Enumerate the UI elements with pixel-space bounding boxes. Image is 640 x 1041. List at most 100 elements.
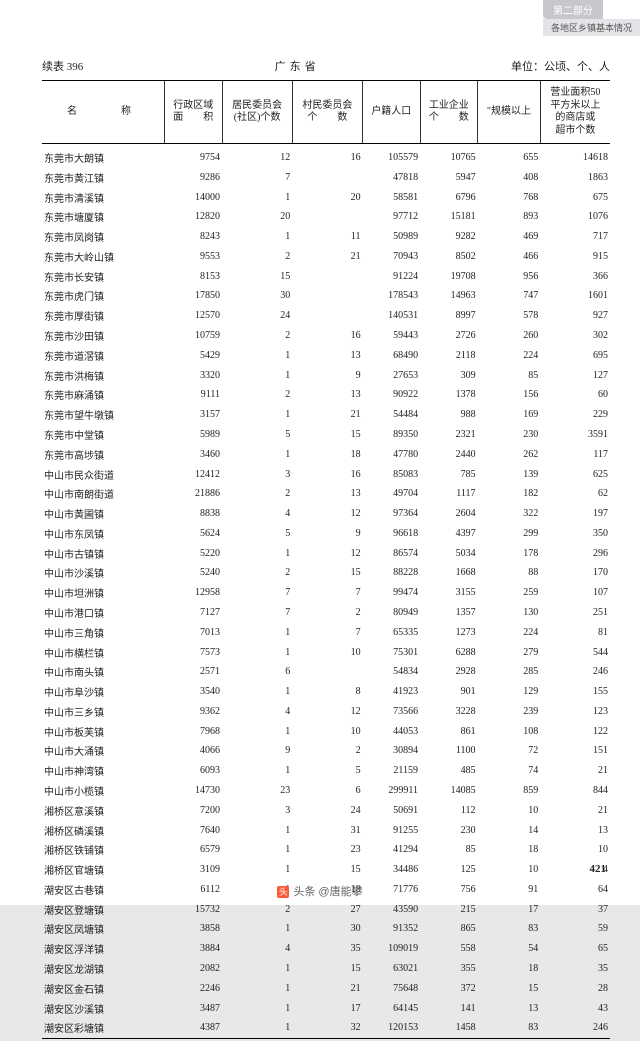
cell-value: 260 (478, 326, 541, 346)
cell-value: 80949 (363, 603, 421, 623)
cell-value: 97364 (363, 504, 421, 524)
table-row: 中山市东凤镇562459966184397299350 (42, 523, 610, 543)
cell-value: 2 (292, 741, 362, 761)
cell-value: 844 (540, 781, 610, 801)
cell-value: 988 (420, 405, 478, 425)
cell-value: 6579 (165, 840, 223, 860)
cell-value: 30 (292, 919, 362, 939)
cell-value: 1 (222, 622, 292, 642)
row-name: 东莞市沙田镇 (42, 326, 165, 346)
cell-value: 7013 (165, 622, 223, 642)
row-name: 潮安区浮洋镇 (42, 939, 165, 959)
cell-value (292, 167, 362, 187)
row-name: 中山市东凤镇 (42, 523, 165, 543)
cell-value: 32 (292, 1018, 362, 1038)
cell-value: 50691 (363, 800, 421, 820)
cell-value: 10 (478, 860, 541, 880)
cell-value: 15 (478, 978, 541, 998)
cell-value: 12 (292, 701, 362, 721)
cell-value: 105579 (363, 144, 421, 168)
cell-value: 9286 (165, 167, 223, 187)
cell-value: 89350 (363, 425, 421, 445)
row-name: 潮安区沙溪镇 (42, 998, 165, 1018)
cell-value: 12 (292, 504, 362, 524)
cell-value: 21886 (165, 484, 223, 504)
cell-value: 6 (222, 662, 292, 682)
table-row: 东莞市凤岗镇8243111509899282469717 (42, 227, 610, 247)
table-row: 中山市南朗街道2188621349704111718262 (42, 484, 610, 504)
cell-value (292, 266, 362, 286)
cell-value: 1601 (540, 286, 610, 306)
table-row: 中山市港口镇712772809491357130251 (42, 603, 610, 623)
cell-value: 859 (478, 781, 541, 801)
cell-value: 10 (540, 840, 610, 860)
cell-value: 23 (222, 781, 292, 801)
cell-value: 72 (478, 741, 541, 761)
cell-value: 302 (540, 326, 610, 346)
cell-value: 7 (222, 167, 292, 187)
cell-value: 5220 (165, 543, 223, 563)
cell-value: 2 (222, 326, 292, 346)
cell-value: 16 (292, 464, 362, 484)
row-name: 东莞市清溪镇 (42, 187, 165, 207)
tab-section: 各地区乡镇基本情况 (543, 19, 640, 36)
row-name: 湘桥区官塘镇 (42, 860, 165, 880)
cell-value: 408 (478, 167, 541, 187)
cell-value: 747 (478, 286, 541, 306)
cell-value: 8 (292, 682, 362, 702)
cell-value: 3228 (420, 701, 478, 721)
cell-value: 675 (540, 187, 610, 207)
cell-value: 70943 (363, 247, 421, 267)
row-name: 湘桥区磷溪镇 (42, 820, 165, 840)
table-row: 东莞市大岭山镇9553221709438502466915 (42, 247, 610, 267)
cell-value: 91352 (363, 919, 421, 939)
cell-value: 9362 (165, 701, 223, 721)
cell-value: 14963 (420, 286, 478, 306)
cell-value: 1 (222, 682, 292, 702)
col-header: 户籍人口 (363, 81, 421, 144)
table-row: 潮安区登塘镇15732227435902151737 (42, 899, 610, 919)
cell-value: 7 (222, 603, 292, 623)
cell-value: 54 (478, 939, 541, 959)
cell-value: 1 (222, 820, 292, 840)
cell-value: 14000 (165, 187, 223, 207)
cell-value: 23 (292, 840, 362, 860)
cell-value: 15732 (165, 899, 223, 919)
cell-value: 35 (292, 939, 362, 959)
row-name: 东莞市大朗镇 (42, 144, 165, 168)
cell-value: 91224 (363, 266, 421, 286)
row-name: 东莞市望牛墩镇 (42, 405, 165, 425)
cell-value: 13 (292, 484, 362, 504)
cell-value: 21 (540, 800, 610, 820)
cell-value: 215 (420, 899, 478, 919)
cell-value: 1 (222, 642, 292, 662)
cell-value: 1 (222, 405, 292, 425)
row-name: 中山市南头镇 (42, 662, 165, 682)
cell-value: 7573 (165, 642, 223, 662)
cell-value: 8153 (165, 266, 223, 286)
cell-value (292, 286, 362, 306)
page-number: 421 (590, 863, 607, 875)
cell-value: 299911 (363, 781, 421, 801)
table-row: 东莞市洪梅镇3320192765330985127 (42, 365, 610, 385)
cell-value: 296 (540, 543, 610, 563)
cell-value: 9754 (165, 144, 223, 168)
cell-value: 8243 (165, 227, 223, 247)
cell-value: 2 (222, 484, 292, 504)
row-name: 中山市阜沙镇 (42, 682, 165, 702)
col-header: "规模以上 (478, 81, 541, 144)
cell-value: 7 (292, 583, 362, 603)
cell-value: 63021 (363, 959, 421, 979)
cell-value (292, 662, 362, 682)
row-name: 潮安区彩塘镇 (42, 1018, 165, 1038)
cell-value: 96618 (363, 523, 421, 543)
cell-value: 1 (222, 365, 292, 385)
col-header: 名 称 (42, 81, 165, 144)
cell-value: 35 (540, 959, 610, 979)
cell-value: 85 (420, 840, 478, 860)
cell-value: 59443 (363, 326, 421, 346)
row-name: 中山市南朗街道 (42, 484, 165, 504)
cell-value: 246 (540, 662, 610, 682)
cell-value: 4066 (165, 741, 223, 761)
table-row: 中山市南头镇25716548342928285246 (42, 662, 610, 682)
